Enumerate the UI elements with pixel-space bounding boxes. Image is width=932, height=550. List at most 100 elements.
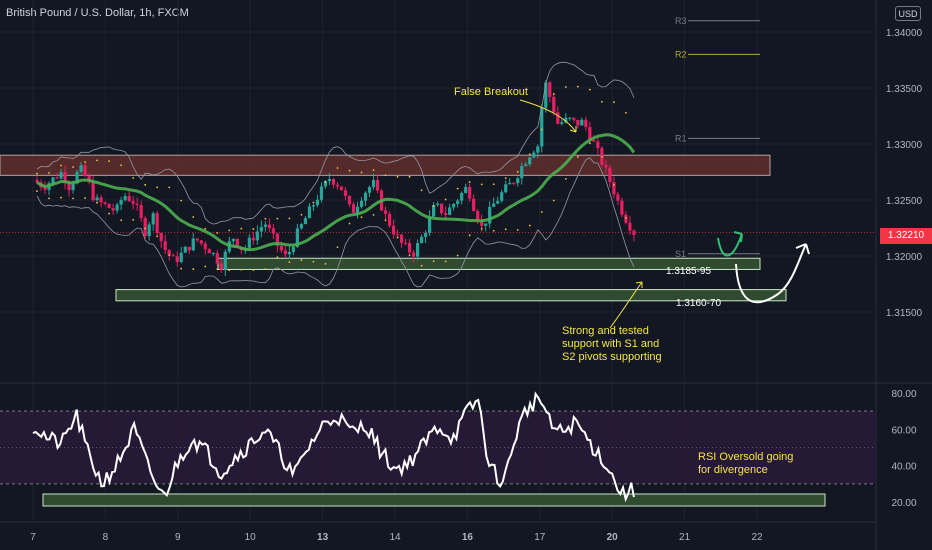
y-tick-label: 1.32500 [886,196,923,207]
candle-body [500,192,504,201]
candle-body [432,205,436,217]
envelope-dot [432,260,435,263]
candle-body [155,213,159,234]
envelope-dot [300,213,303,216]
candle-body [508,182,512,185]
envelope-dot [84,161,86,163]
candle-body [592,140,596,142]
candle-body [444,213,448,215]
candle-body [375,179,380,191]
candle-body [275,233,279,246]
false-breakout-arrowhead [569,126,577,133]
currency-badge[interactable]: USD [895,6,921,21]
envelope-dot [516,170,519,173]
candle-body [119,199,123,205]
candle-body [612,181,616,195]
candle-body [167,250,171,256]
support-zone-1 [217,257,761,270]
envelope-dot [144,183,147,186]
candle-body [91,182,95,201]
envelope-dot [48,172,50,174]
envelope-dot [204,265,207,268]
candle-body [83,165,87,176]
envelope-dot [168,254,171,257]
candle-body [223,251,227,270]
false-breakout-pointer [519,99,577,133]
candle-body [359,200,364,207]
candle-body [424,232,428,237]
rsi-note-line: RSI Oversold going [698,451,793,463]
envelope-dot [528,224,531,227]
candle-body [131,201,135,204]
candle-body [484,223,488,226]
candle-body [171,255,175,257]
envelope-dot [252,228,255,230]
candle-body [415,242,420,257]
candle-body [319,186,324,200]
candle-body [271,228,275,234]
x-tick-label: 13 [317,532,329,543]
candle-body [556,112,560,124]
envelope-dot [240,227,243,230]
x-tick-label: 7 [30,532,36,543]
candle-body [139,205,143,218]
envelope-dot [216,268,219,271]
envelope-dot [625,216,627,219]
rsi-oversold-zone [42,493,826,507]
candle-body [407,242,412,253]
candle-body [79,165,83,172]
candle-body [472,198,476,211]
candle-body [195,238,199,241]
envelope-dot [588,88,591,91]
candle-body [291,246,295,253]
candle-body [548,82,552,97]
envelope-dot [408,175,411,178]
candle-body [456,200,460,204]
envelope-dot [432,205,435,208]
candle-body [251,237,255,241]
envelope-dot [120,219,123,222]
envelope-dot [192,268,195,270]
envelope-dot [48,197,50,200]
candle-body [259,226,263,232]
small-arrowhead [733,231,743,243]
envelope-dot [300,259,303,262]
support-note-label: Strong and tested support with S1 and S2 p… [562,325,662,363]
envelope-dot [612,101,615,104]
candle-body [391,225,396,235]
envelope-dot [204,227,207,230]
envelope-dot [456,187,459,190]
envelope-dot [156,235,159,238]
candle-body [428,216,432,233]
envelope-dot [528,153,531,156]
envelope-dot [600,100,603,103]
envelope-dot [276,256,279,259]
candle-body [464,187,468,193]
candle-body [103,202,107,204]
envelope-dot [240,268,243,271]
candle-body [608,167,612,182]
projection-arrow [735,243,807,304]
candle-body [263,224,267,227]
candle-body [191,238,195,251]
envelope-dot [504,228,507,231]
rsi-tick-label: 20.00 [891,498,916,509]
candle-body [207,249,211,254]
candle-body [576,119,580,126]
envelope-dot [324,262,327,265]
x-tick-label: 14 [389,532,401,543]
candle-body [536,146,540,153]
candle-body [183,246,187,253]
candle-body [616,194,620,201]
candle-body [63,172,67,183]
lower-band [36,157,635,288]
envelope-dot [372,169,375,171]
support-zone-2 [115,289,787,302]
pivot-label-r3: R3 [675,16,687,26]
candle-body [211,253,215,255]
candle-body [307,206,312,219]
envelope-dot [384,174,387,177]
envelope-dot [360,216,363,219]
envelope-dot [288,217,291,220]
